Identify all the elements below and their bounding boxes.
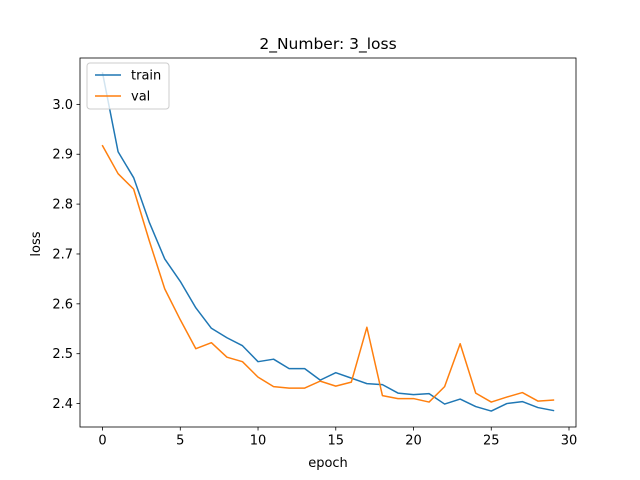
legend: train val [86,62,170,110]
y-tick-label: 2.8 [52,198,73,213]
legend-label-train: train [131,69,161,84]
x-tick-label: 30 [561,434,578,449]
plot-area: 0 5 10 15 20 25 30 2.4 2.5 2.6 2.7 2.8 2.9 3.0 [52,57,578,449]
legend-label-val: val [131,90,150,105]
y-tick-label: 2.6 [52,297,73,312]
series-line-val [101,144,555,403]
x-tick-label: 0 [98,434,106,449]
y-tick-label: 2.9 [52,148,73,163]
x-tick-label: 25 [483,434,500,449]
x-tick-label: 15 [328,434,345,449]
x-tick-label: 5 [176,434,184,449]
axes-frame [79,57,577,428]
chart-title: 2_Number: 3_loss [259,35,396,54]
x-tick-label: 10 [250,434,267,449]
y-tick-label: 3.0 [52,98,73,113]
series-line-train [101,72,555,412]
y-tick-label: 2.4 [52,397,73,412]
y-tick-label: 2.5 [52,347,73,362]
x-tick-label: 20 [405,434,422,449]
y-tick-label: 2.7 [52,247,73,262]
y-axis-label: loss [29,231,44,256]
x-axis-label: epoch [308,456,348,471]
